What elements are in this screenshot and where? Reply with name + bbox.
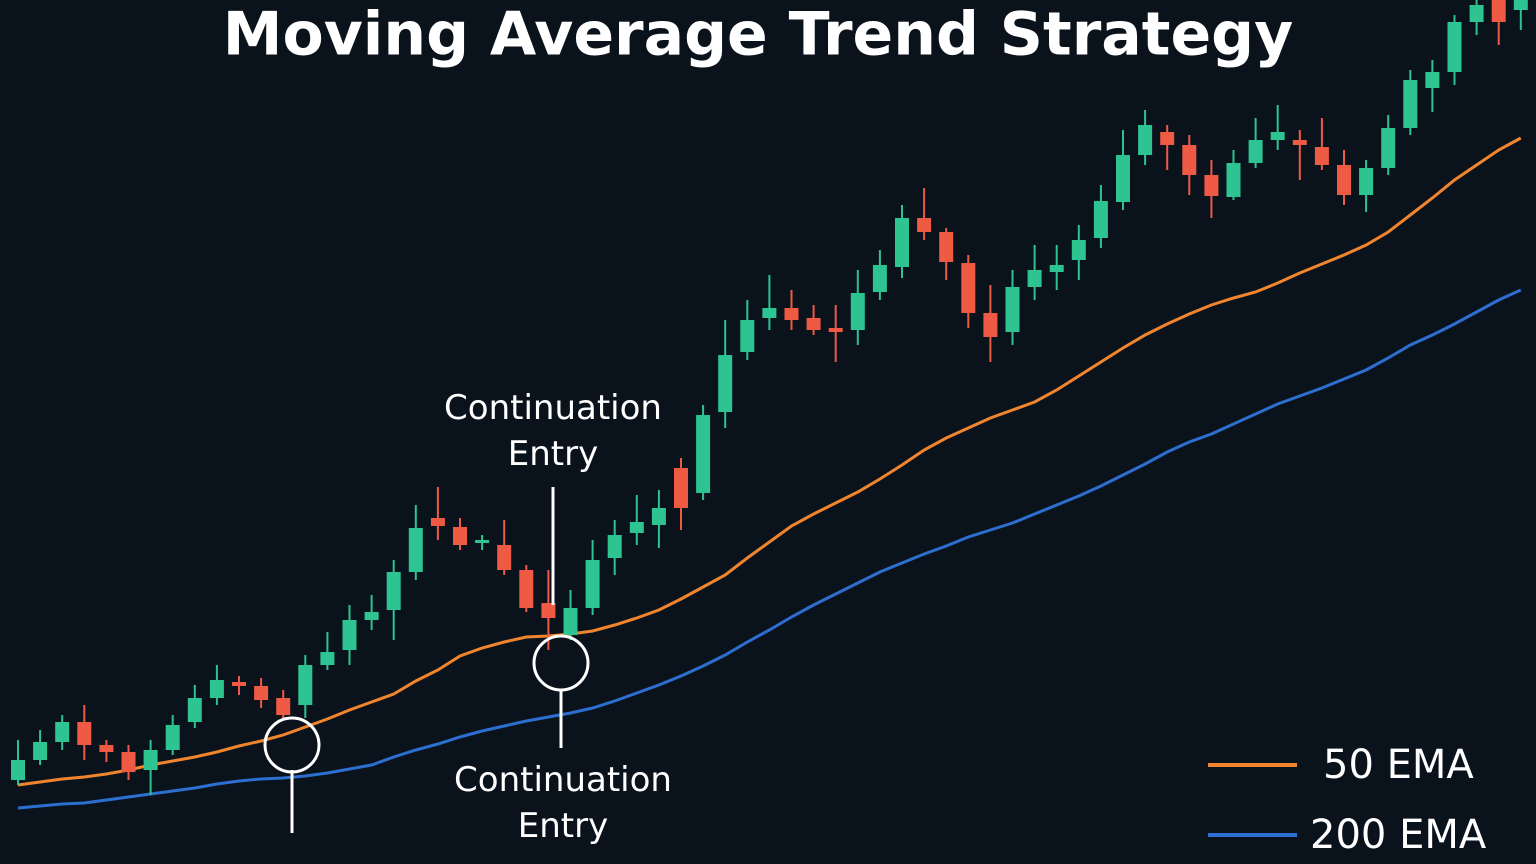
candle-body <box>674 468 688 508</box>
candle-body <box>563 608 578 635</box>
candle-body <box>1381 128 1396 168</box>
candle-body <box>77 722 92 745</box>
annotation: Continuation Entry <box>444 388 662 474</box>
candle-body <box>55 722 70 742</box>
candle-body <box>806 318 821 330</box>
candle-body <box>1491 0 1506 22</box>
candle-body <box>939 232 954 262</box>
candle-body <box>1182 145 1197 175</box>
legend-label: 50 EMA <box>1323 742 1474 788</box>
candle-body <box>1027 270 1042 287</box>
candle-body <box>1270 132 1285 140</box>
candle-body <box>497 545 512 570</box>
candle-body <box>917 218 932 232</box>
candle-body <box>1005 287 1020 332</box>
legend-label: 200 EMA <box>1310 812 1487 858</box>
candle-body <box>607 535 622 558</box>
candle-body <box>1049 265 1064 272</box>
candle-body <box>1292 140 1307 145</box>
candle-body <box>541 603 556 618</box>
candle-body <box>585 560 600 608</box>
candle-body <box>364 612 379 620</box>
candle-body <box>1160 132 1175 145</box>
candle-body <box>718 355 733 412</box>
candle-body <box>961 263 976 313</box>
candle-body <box>696 415 711 493</box>
candle-body <box>784 308 799 320</box>
candle-body <box>209 680 224 698</box>
ema-line <box>17 136 1522 787</box>
candle-body <box>740 320 755 352</box>
candle-body <box>33 742 48 760</box>
ema-line <box>17 288 1522 810</box>
candle-body <box>1513 0 1528 10</box>
candle-body <box>187 698 202 722</box>
candle-body <box>1337 165 1351 195</box>
candle-body <box>453 527 467 545</box>
candle-body <box>1248 140 1263 163</box>
candle-body <box>386 572 401 610</box>
candle-body <box>121 752 136 772</box>
candle-body <box>342 620 357 650</box>
candle-body <box>762 308 777 318</box>
candle-body <box>1071 240 1086 260</box>
candle-body <box>475 540 490 543</box>
candle-body <box>519 570 534 608</box>
candle-body <box>320 652 335 665</box>
candle-body <box>1116 155 1130 202</box>
candle-body <box>99 745 114 752</box>
entry-marker <box>263 716 321 774</box>
candle-body <box>165 725 180 750</box>
candle-body <box>276 698 291 715</box>
candle-body <box>1469 5 1484 22</box>
candle-body <box>1359 168 1374 195</box>
candle-body <box>408 528 423 572</box>
candle-body <box>254 686 269 700</box>
candle-body <box>895 218 909 267</box>
candle-body <box>143 750 158 770</box>
chart-title: Moving Average Trend Strategy <box>223 0 1293 70</box>
candle-body <box>232 682 246 686</box>
candle-body <box>872 265 887 292</box>
candle-body <box>828 328 843 332</box>
candle-body <box>11 760 25 780</box>
candle-body <box>651 508 666 525</box>
candle-body <box>430 518 445 526</box>
candle-body <box>983 313 998 337</box>
annotation: Continuation Entry <box>454 760 672 846</box>
candle-body <box>1093 201 1108 238</box>
candle-body <box>629 522 644 533</box>
candle-body <box>1447 22 1462 72</box>
candle-body <box>1314 147 1329 165</box>
candle-body <box>850 293 865 330</box>
candle-body <box>1403 80 1418 128</box>
candle-body <box>1138 125 1153 155</box>
candle-body <box>298 665 313 705</box>
candle-body <box>1425 72 1440 88</box>
entry-marker <box>532 634 590 692</box>
candle-body <box>1226 163 1241 197</box>
candle-body <box>1204 175 1219 196</box>
